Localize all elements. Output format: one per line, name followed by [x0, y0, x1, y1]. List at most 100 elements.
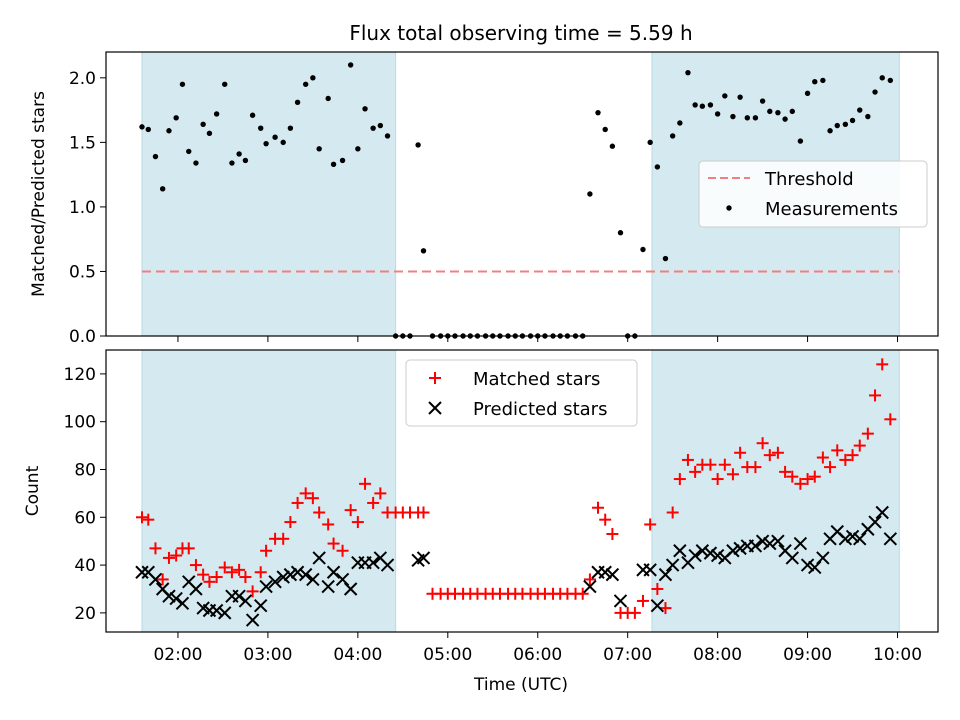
matched-star-point	[254, 566, 267, 579]
top-y-tick-label: 0.0	[69, 327, 96, 347]
measurement-point	[287, 125, 294, 131]
predicted-star-point	[763, 536, 777, 551]
predicted-star-point	[268, 575, 282, 589]
predicted-star-point	[598, 565, 612, 579]
predicted-star-point	[800, 558, 815, 572]
predicted-star-point	[665, 558, 680, 572]
matched-star-point	[816, 451, 829, 464]
matched-star-point	[284, 516, 297, 529]
matched-star-point	[592, 501, 605, 514]
measurement-point	[362, 106, 368, 112]
bottom-x-tick-label: 04:00	[333, 645, 382, 665]
predicted-star-point	[726, 544, 740, 558]
predicted-star-point	[695, 544, 710, 558]
matched-star-point	[322, 518, 335, 531]
measurement-point	[714, 111, 721, 117]
measurement-point	[775, 109, 781, 116]
measurement-point	[236, 151, 242, 157]
top-y-axis: 0.0 0.5 1.0 1.5 2.0	[69, 69, 106, 347]
top-y-tick-label: 1.0	[69, 198, 96, 218]
matched-star-point	[704, 458, 717, 471]
matched-star-point	[839, 453, 852, 466]
measurement-point	[812, 78, 818, 85]
measurement-point	[415, 142, 421, 148]
measurement-point	[587, 191, 593, 197]
measurement-point	[595, 109, 601, 116]
measurement-point	[662, 255, 669, 262]
predicted-star-point	[808, 560, 822, 575]
measurement-point	[258, 125, 264, 131]
measurement-point	[730, 113, 736, 120]
measurement-point	[316, 146, 322, 152]
predicted-star-point	[162, 589, 176, 603]
matched-star-point	[771, 446, 784, 459]
predicted-star-point	[613, 594, 628, 608]
predicted-star-point	[148, 572, 163, 587]
matched-star-point	[336, 544, 349, 557]
measurement-point	[310, 75, 316, 81]
bottom-y-tick-label: 120	[64, 365, 96, 385]
legend-measurements-swatch	[726, 205, 732, 211]
predicted-star-point	[253, 599, 268, 613]
bottom-x-tick-label: 10:00	[873, 645, 922, 665]
measurement-point	[609, 143, 616, 149]
matched-star-point	[756, 437, 769, 450]
predicted-star-point	[283, 567, 298, 582]
measurement-point	[330, 161, 337, 168]
bottom-x-tick-label: 02:00	[153, 645, 202, 665]
measurement-point	[145, 126, 151, 133]
bottom-y-tick-label: 80	[74, 460, 96, 480]
matched-star-point	[824, 461, 837, 474]
matched-star-point	[239, 571, 252, 584]
measurement-point	[420, 248, 427, 254]
legend-measurements-label: Measurements	[765, 199, 898, 220]
bottom-legend: Matched stars Predicted stars	[405, 359, 638, 427]
figure-title: Flux total observing time = 5.59 h	[349, 21, 692, 45]
predicted-star-point	[343, 582, 358, 596]
measurement-point	[602, 126, 608, 133]
predicted-star-point	[853, 532, 867, 546]
measurement-point	[173, 115, 179, 121]
measurement-point	[213, 111, 220, 117]
matched-star-point	[644, 518, 657, 531]
predicted-star-point	[321, 579, 335, 594]
matched-star-point	[734, 446, 747, 459]
top-y-axis-label: Matched/Predicted stars	[29, 91, 49, 297]
measurement-point	[782, 116, 788, 122]
predicted-star-point	[209, 603, 224, 618]
measurement-point	[865, 113, 871, 120]
predicted-star-point	[688, 548, 702, 563]
predicted-star-point	[838, 532, 853, 546]
predicted-star-point	[245, 613, 260, 627]
predicted-star-point	[416, 551, 431, 565]
predicted-star-point	[658, 567, 673, 582]
top-y-tick-label: 0.5	[69, 262, 96, 282]
bottom-x-tick-label: 06:00	[513, 645, 562, 665]
measurement-point	[857, 107, 863, 113]
measurement-point	[206, 130, 213, 137]
matched-star-point	[869, 389, 882, 402]
predicted-star-point	[650, 599, 665, 613]
matched-star-point	[313, 506, 326, 519]
predicted-star-point	[875, 505, 889, 520]
measurement-point	[179, 81, 186, 87]
matched-star-point	[726, 468, 739, 481]
measurement-point	[640, 246, 646, 253]
measurement-point	[263, 140, 269, 147]
top-panel: 0.00.51.01.52.0 Matched/Predicted stars …	[29, 51, 939, 347]
predicted-star-point	[298, 567, 313, 582]
matched-star-point	[583, 573, 596, 586]
bottom-y-tick-label: 60	[74, 508, 96, 528]
measurement-point	[139, 124, 145, 130]
matched-star-point	[831, 444, 844, 457]
matched-star-point	[210, 571, 223, 584]
bottom-x-tick-label: 05:00	[423, 645, 472, 665]
predicted-star-point	[771, 534, 785, 548]
measurement-point	[722, 93, 728, 99]
matched-star-point	[260, 544, 273, 557]
measurement-point	[384, 133, 391, 139]
predicted-star-point	[583, 579, 597, 594]
matched-star-point	[142, 513, 155, 526]
predicted-star-point	[845, 529, 860, 544]
